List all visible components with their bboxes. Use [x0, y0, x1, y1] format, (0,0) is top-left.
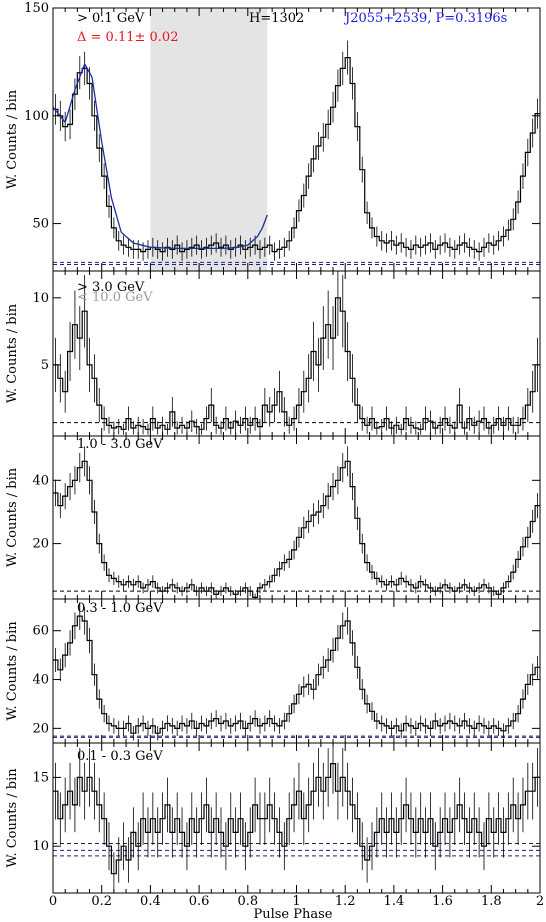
x-tick-label: 1 — [292, 894, 300, 909]
y-tick-label: 50 — [32, 217, 49, 232]
y-tick-label: 20 — [32, 721, 49, 736]
y-axis-title: W. Counts / bin — [5, 303, 20, 403]
panel-frame — [52, 742, 541, 894]
y-tick-label: 100 — [24, 109, 49, 124]
x-axis-title: Pulse Phase — [253, 907, 332, 922]
panel-4: 20 40 60 W. Counts / bin 0.3 - 1.0 GeV — [5, 598, 541, 744]
panel-frame — [52, 7, 541, 272]
annotation-label: > 0.1 GeV — [77, 11, 145, 26]
y-axis-title: W. Counts / bin — [5, 467, 20, 567]
x-tick-label: 1.8 — [481, 894, 502, 909]
y-tick-label: 10 — [32, 291, 49, 306]
y-axis-title: W. Counts / bin — [5, 768, 20, 868]
annotation-label: J2055+2539, P=0.3196s — [343, 11, 507, 26]
y-tick-label: 60 — [32, 624, 49, 639]
panel-1: 50 100 150 W. Counts / bin > 0.1 GeV Δ = 0.11… — [5, 1, 541, 272]
y-tick-label: 40 — [32, 473, 49, 488]
annotation-label: > 3.0 GeV — [77, 280, 145, 295]
panel-2: 5 10 W. Counts / bin > 3.0 GeV< 10.0 GeV — [5, 270, 541, 437]
annotation-label: Δ = 0.11± 0.02 — [77, 30, 178, 45]
y-axis-title: W. Counts / bin — [5, 621, 20, 721]
x-tick-label: 0.2 — [91, 894, 112, 909]
histogram-line — [53, 763, 540, 875]
x-tick-label: 0 — [49, 894, 57, 909]
panel-3: 20 40 W. Counts / bin 1.0 - 3.0 GeV — [5, 435, 541, 600]
histogram-line — [53, 57, 540, 253]
x-axis: 0 0.2 0.4 0.6 0.8 1 1.2 1.4 1.6 1.8 2 — [49, 894, 544, 909]
x-tick-label: 1.4 — [384, 894, 405, 909]
y-tick-label: 15 — [32, 770, 49, 785]
x-tick-label: 0.4 — [140, 894, 161, 909]
y-tick-label: 40 — [32, 673, 49, 688]
y-tick-label: 10 — [32, 839, 49, 854]
annotation-label: 1.0 - 3.0 GeV — [77, 437, 163, 452]
panel-frame — [52, 435, 541, 600]
x-tick-label: 0.8 — [237, 894, 258, 909]
profile-fit-curve — [52, 62, 268, 250]
panel-5: 10 15 W. Counts / bin 0.1 - 0.3 GeV — [5, 742, 541, 894]
y-axis-title: W. Counts / bin — [5, 89, 20, 189]
y-tick-label: 20 — [32, 537, 49, 552]
annotation-label: H=1302 — [249, 11, 304, 26]
y-tick-label: 150 — [24, 1, 49, 16]
histogram-line — [53, 297, 540, 430]
annotation-label: < 10.0 GeV — [77, 290, 153, 305]
x-tick-label: 0.6 — [189, 894, 210, 909]
histogram-line — [53, 615, 540, 734]
y-tick-label: 5 — [41, 358, 49, 373]
annotation-label: 0.3 - 1.0 GeV — [77, 601, 163, 616]
annotation-label: 0.1 - 0.3 GeV — [77, 749, 163, 764]
histogram-line — [53, 460, 540, 598]
x-tick-label: 1.2 — [335, 894, 356, 909]
x-tick-label: 1.6 — [432, 894, 453, 909]
x-tick-label: 2 — [536, 894, 544, 909]
off-pulse-region — [150, 8, 268, 271]
